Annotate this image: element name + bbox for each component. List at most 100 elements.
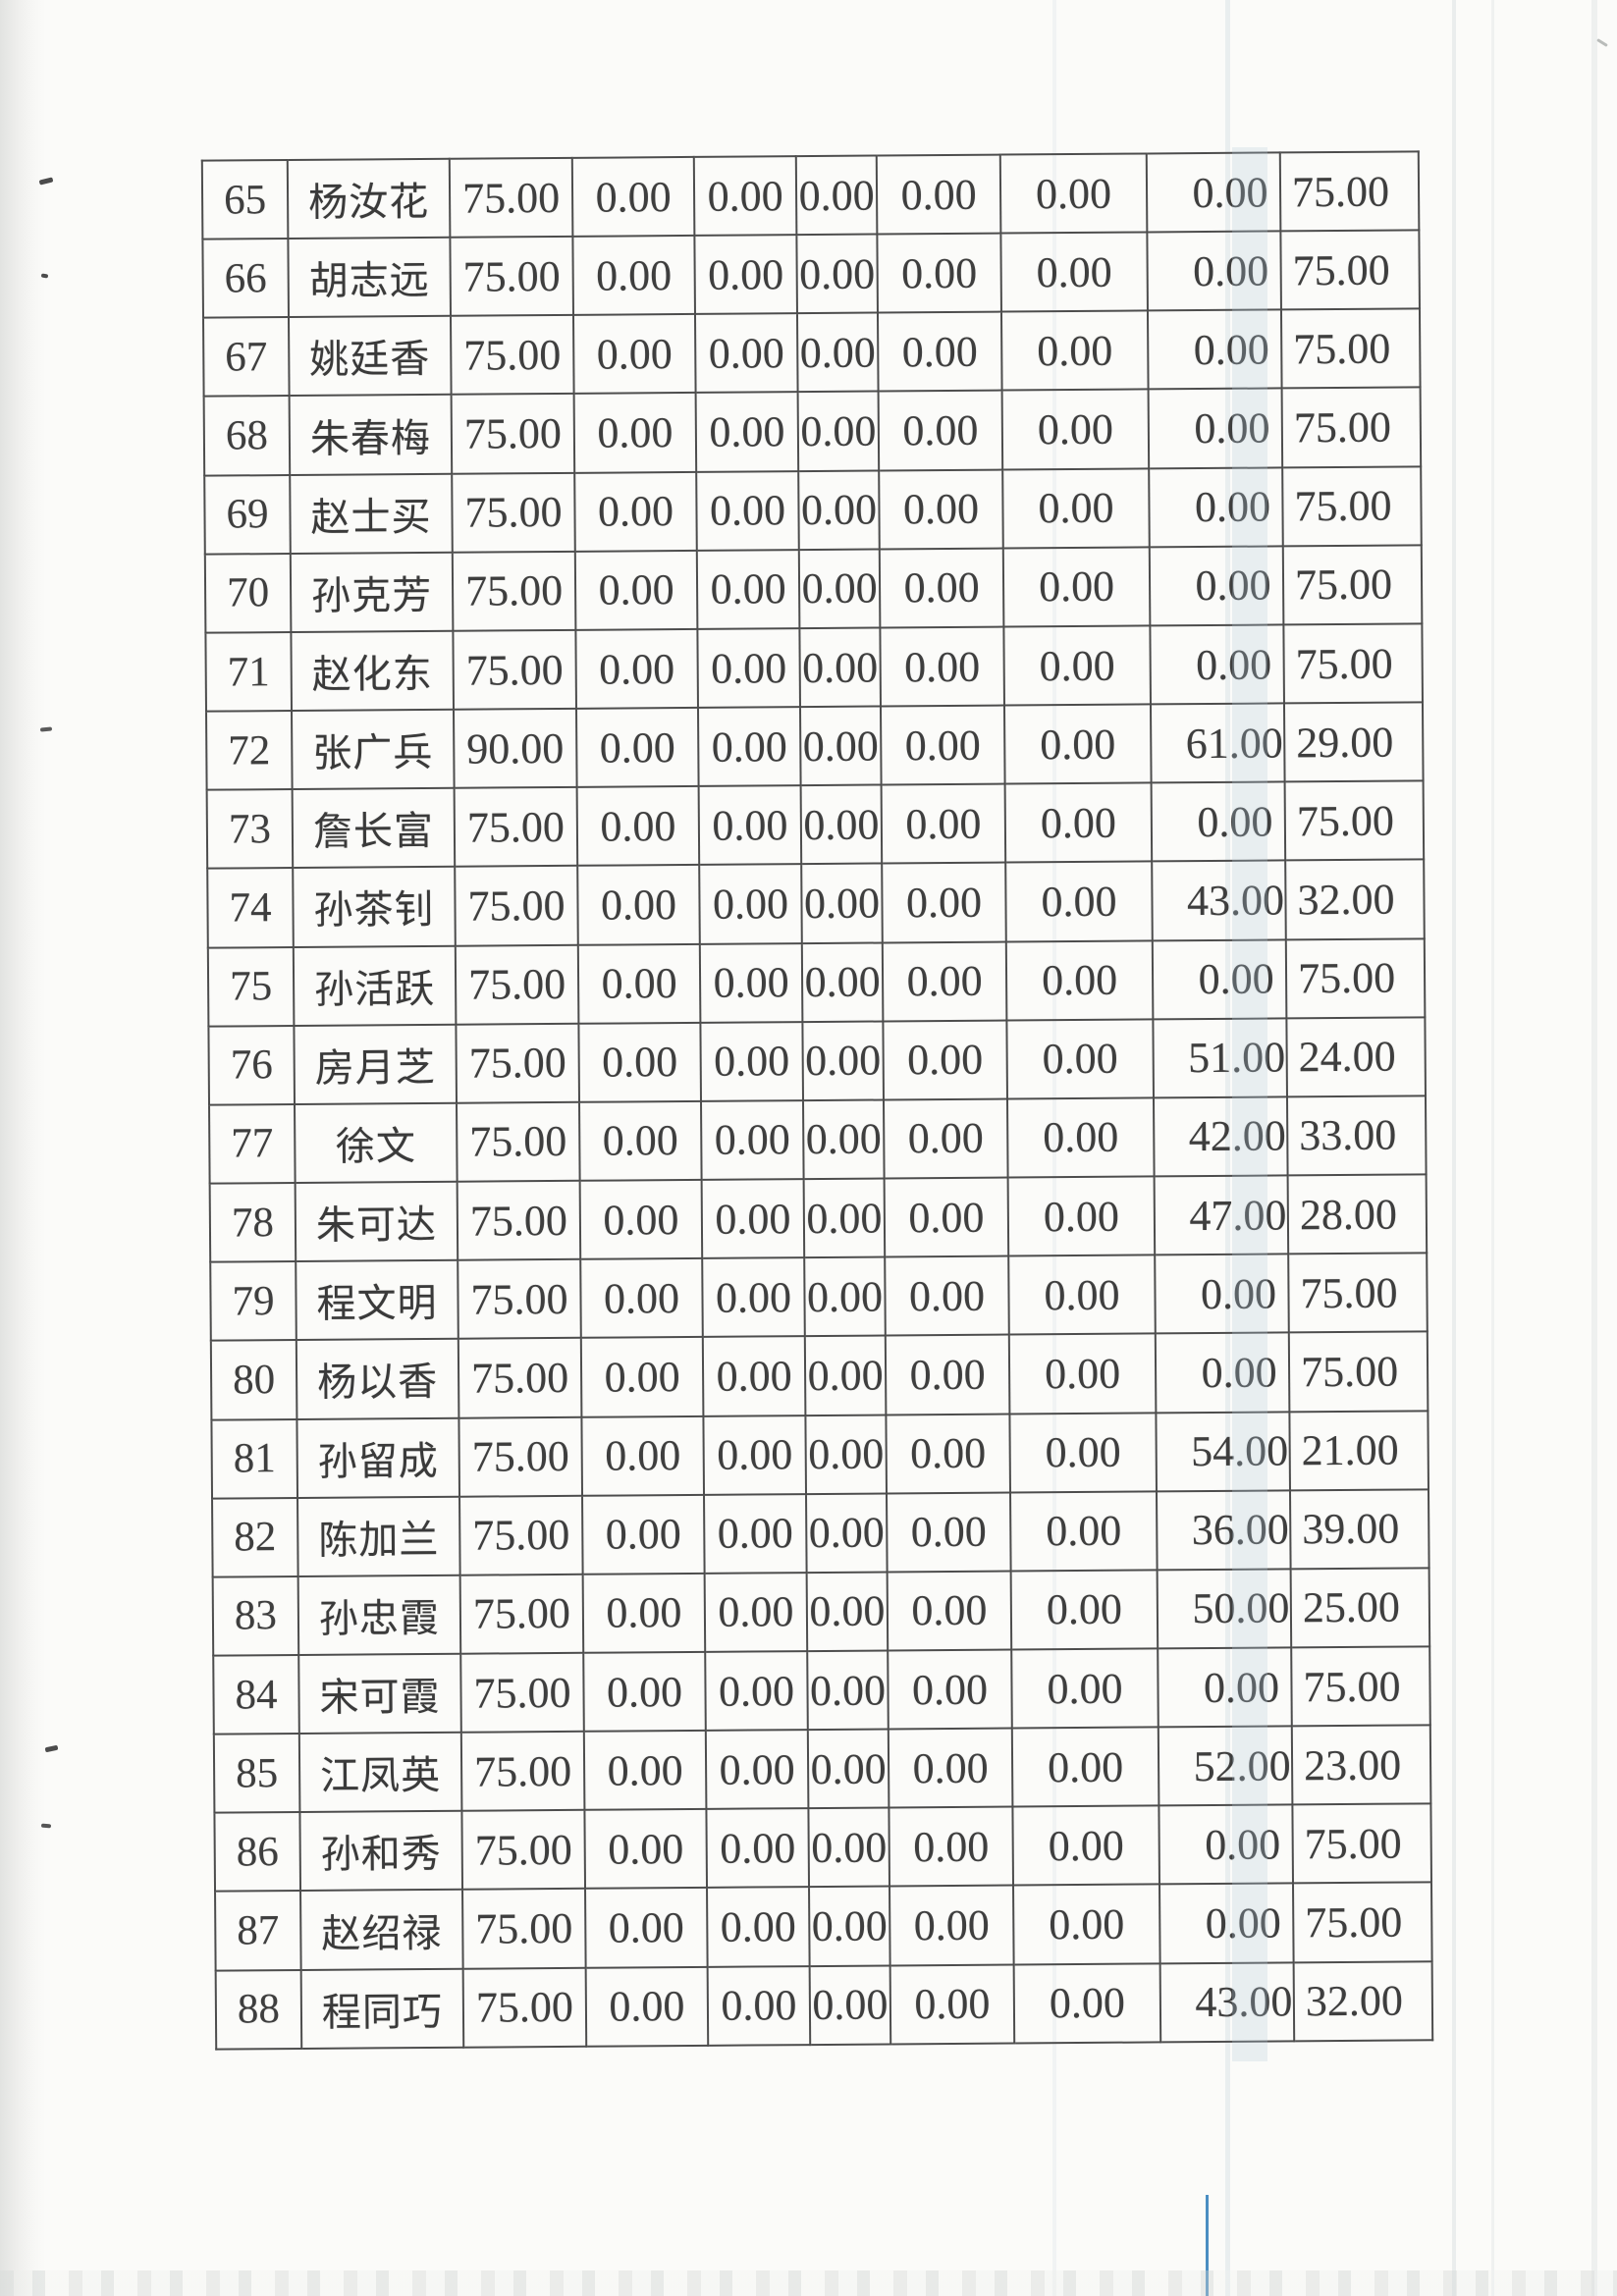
value-cell: 0.00 [1149, 546, 1284, 626]
name-cell: 胡志远 [288, 237, 451, 318]
scan-left-edge-shadow [0, 0, 45, 2296]
value-cell: 0.00 [1155, 1254, 1289, 1334]
value-cell: 0.00 [1004, 782, 1153, 863]
value-cell: 0.00 [700, 1021, 803, 1101]
value-cell: 0.00 [889, 1964, 1015, 2045]
table-row: 74 孙茶钊 75.00 0.00 0.00 0.00 0.00 0.00 43.00 32.00 [207, 859, 1425, 948]
name-cell: 詹长富 [292, 788, 456, 869]
value-cell: 0.00 [809, 1965, 891, 2046]
row-number-cell: 75 [207, 946, 295, 1027]
name-cell: 江凤英 [298, 1732, 462, 1813]
value-cell: 0.00 [1013, 1962, 1161, 2044]
value-cell: 32.00 [1293, 1960, 1433, 2042]
table-row: 85 江凤英 75.00 0.00 0.00 0.00 0.00 0.00 52.00 23.00 [213, 1725, 1431, 1813]
payment-table: 65 杨汝花 75.00 0.00 0.00 0.00 0.00 0.00 0.00 75.00 6… [201, 150, 1433, 2050]
value-cell: 0.00 [1005, 939, 1154, 1021]
row-number-cell: 74 [207, 868, 294, 948]
name-cell: 孙留成 [296, 1417, 460, 1498]
value-cell: 75.00 [452, 551, 576, 631]
table-row: 81 孙留成 75.00 0.00 0.00 0.00 0.00 0.00 54.00 21.00 [211, 1410, 1428, 1499]
value-cell: 0.00 [582, 1494, 705, 1575]
row-number-cell: 67 [203, 317, 290, 398]
value-cell: 0.00 [799, 706, 882, 786]
value-cell: 0.00 [876, 154, 1001, 235]
value-cell: 0.00 [704, 1493, 807, 1574]
value-cell: 29.00 [1283, 702, 1424, 782]
name-cell: 程同巧 [300, 1968, 464, 2049]
row-number-cell: 78 [209, 1183, 296, 1262]
value-cell: 0.00 [1159, 1883, 1294, 1963]
value-cell: 0.00 [879, 548, 1004, 628]
row-number-cell: 65 [201, 160, 289, 240]
value-cell: 0.00 [695, 392, 799, 472]
value-cell: 0.00 [888, 1649, 1012, 1730]
value-cell: 0.00 [583, 1651, 706, 1732]
value-cell: 0.00 [576, 786, 700, 867]
value-cell: 0.00 [801, 863, 883, 943]
value-cell: 0.00 [705, 1730, 809, 1810]
value-cell: 54.00 [1156, 1411, 1290, 1492]
row-number-cell: 69 [204, 474, 291, 555]
value-cell: 0.00 [572, 314, 696, 395]
name-cell: 杨以香 [296, 1339, 459, 1419]
value-cell: 0.00 [1155, 1332, 1290, 1413]
value-cell: 0.00 [1010, 1570, 1159, 1650]
value-cell: 0.00 [796, 312, 879, 393]
value-cell: 0.00 [883, 1020, 1007, 1100]
value-cell: 0.00 [571, 156, 695, 237]
value-cell: 0.00 [582, 1573, 706, 1653]
value-cell: 0.00 [572, 236, 695, 316]
value-cell: 0.00 [575, 707, 699, 788]
value-cell: 42.00 [1153, 1096, 1288, 1177]
value-cell: 0.00 [881, 783, 1006, 864]
value-cell: 75.00 [462, 1889, 586, 1969]
value-cell: 0.00 [804, 1335, 887, 1415]
value-cell: 0.00 [806, 1493, 888, 1573]
value-cell: 0.00 [877, 311, 1002, 392]
table-row: 66 胡志远 75.00 0.00 0.00 0.00 0.00 0.00 0.00 75.00 [202, 230, 1420, 318]
value-cell: 0.00 [702, 1336, 806, 1416]
value-cell: 0.00 [706, 1808, 810, 1889]
name-cell: 孙活跃 [293, 945, 457, 1026]
value-cell: 0.00 [808, 1807, 890, 1888]
value-cell: 0.00 [885, 1334, 1010, 1415]
value-cell: 0.00 [999, 153, 1148, 234]
value-cell: 0.00 [1008, 1255, 1156, 1335]
value-cell: 75.00 [450, 315, 574, 396]
value-cell: 0.00 [887, 1492, 1011, 1573]
value-cell: 0.00 [877, 233, 1001, 313]
value-cell: 0.00 [882, 941, 1007, 1022]
value-cell: 43.00 [1152, 860, 1286, 940]
scan-streak [1452, 0, 1456, 2296]
value-cell: 51.00 [1153, 1018, 1287, 1098]
table-row: 88 程同巧 75.00 0.00 0.00 0.00 0.00 0.00 43.00 32.00 [215, 1960, 1433, 2050]
value-cell: 75.00 [452, 472, 575, 553]
value-cell: 0.00 [1148, 388, 1283, 469]
value-cell: 0.00 [696, 470, 799, 551]
value-cell: 0.00 [1003, 704, 1152, 784]
value-cell: 0.00 [703, 1415, 807, 1495]
table-row: 76 房月芝 75.00 0.00 0.00 0.00 0.00 0.00 51.00 24.00 [208, 1017, 1426, 1105]
row-number-cell: 77 [209, 1103, 296, 1184]
value-cell: 75.00 [1285, 937, 1426, 1019]
value-cell: 75.00 [460, 1652, 584, 1733]
value-cell: 0.00 [1008, 1333, 1157, 1415]
value-cell: 75.00 [461, 1810, 586, 1891]
table-row: 77 徐文 75.00 0.00 0.00 0.00 0.00 0.00 42.00 33.00 [209, 1095, 1427, 1184]
value-cell: 0.00 [583, 1730, 707, 1811]
value-cell: 0.00 [578, 1022, 702, 1102]
row-number-cell: 68 [203, 396, 291, 476]
scan-speck [40, 1823, 52, 1829]
value-cell: 43.00 [1159, 1961, 1295, 2043]
value-cell: 0.00 [575, 628, 698, 709]
row-number-cell: 70 [204, 553, 292, 633]
value-cell: 33.00 [1286, 1095, 1427, 1176]
value-cell: 0.00 [585, 1966, 709, 2047]
table-row: 84 宋可霞 75.00 0.00 0.00 0.00 0.00 0.00 0.00 75.00 [213, 1646, 1430, 1735]
value-cell: 0.00 [803, 1178, 886, 1258]
name-cell: 朱可达 [295, 1181, 458, 1262]
table-row: 78 朱可达 75.00 0.00 0.00 0.00 0.00 0.00 47.00 28.00 [209, 1174, 1428, 1262]
value-cell: 0.00 [796, 234, 878, 314]
table-row: 86 孙和秀 75.00 0.00 0.00 0.00 0.00 0.00 0.00 75.00 [214, 1803, 1431, 1893]
scan-speck [40, 273, 49, 279]
